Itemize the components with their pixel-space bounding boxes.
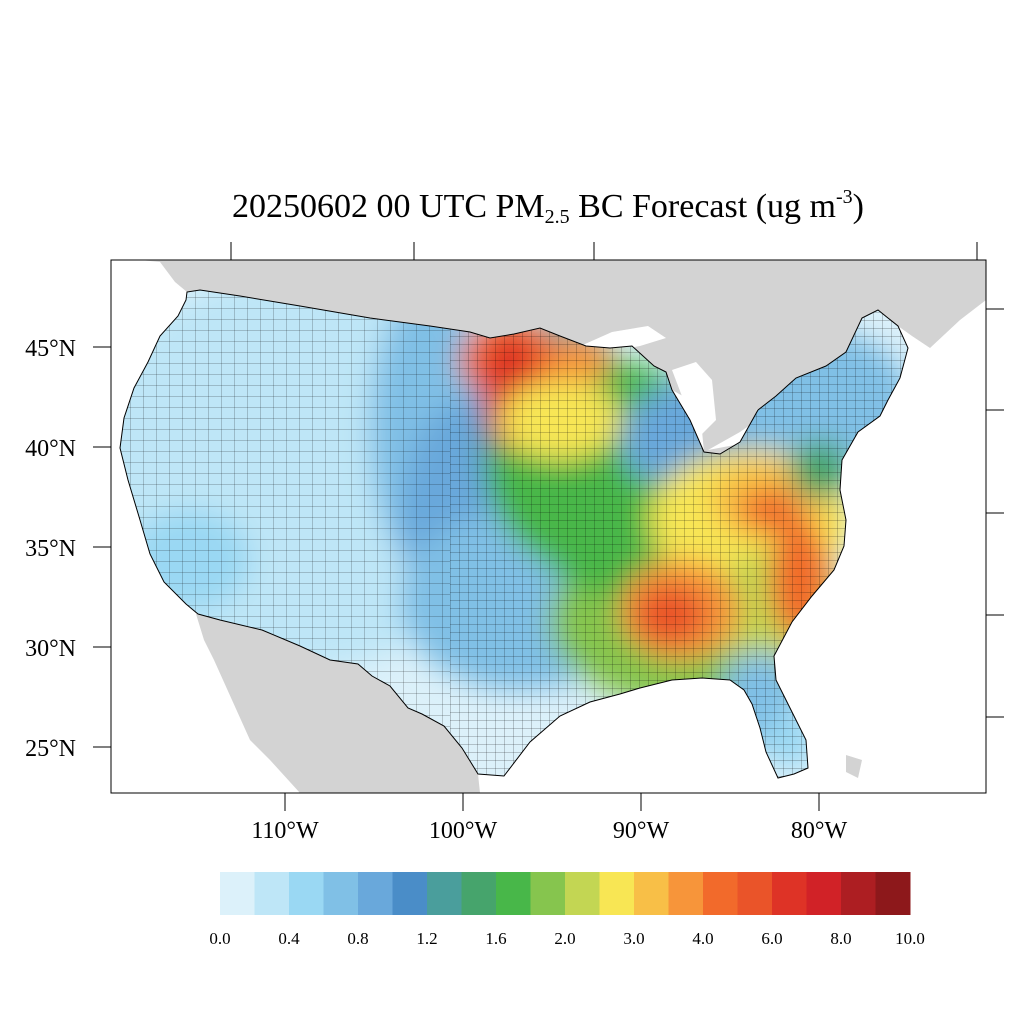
- colorbar-swatch: [599, 872, 635, 915]
- colorbar-swatch: [254, 872, 290, 915]
- colorbar-swatch: [220, 872, 255, 915]
- colorbar-swatch: [358, 872, 393, 915]
- colorbar-swatch: [703, 872, 738, 915]
- colorbar-swatch: [323, 872, 359, 915]
- colorbar: [220, 872, 911, 915]
- colorbar-swatch: [668, 872, 704, 915]
- lon-label: 80°W: [791, 818, 848, 844]
- colorbar-label: 10.0: [895, 929, 925, 948]
- map-ticks: [93, 242, 1004, 811]
- colorbar-label: 2.0: [554, 929, 575, 948]
- us-outline: [119, 289, 909, 779]
- lat-label: 35°N: [25, 536, 76, 562]
- map-frame: [110, 259, 987, 794]
- colorbar-label: 0.4: [278, 929, 300, 948]
- map-title: 20250602 00 UTC PM2.5 BC Forecast (ug m-…: [232, 186, 864, 228]
- colorbar-label: 3.0: [623, 929, 644, 948]
- colorbar-label: 0.8: [347, 929, 368, 948]
- lat-label: 25°N: [25, 736, 76, 762]
- colorbar-swatch: [427, 872, 462, 915]
- colorbar-swatch: [461, 872, 497, 915]
- longitude-labels: 110°W 100°W 90°W 80°W: [251, 818, 847, 844]
- colorbar-swatch: [289, 872, 324, 915]
- colorbar-label: 4.0: [692, 929, 713, 948]
- colorbar-swatch: [772, 872, 807, 915]
- lat-label: 40°N: [25, 436, 76, 462]
- colorbar-swatch: [530, 872, 566, 915]
- latitude-labels: 45°N 40°N 35°N 30°N 25°N: [25, 336, 76, 762]
- colorbar-swatch: [565, 872, 600, 915]
- colorbar-swatch: [875, 872, 911, 915]
- lon-label: 110°W: [251, 818, 319, 844]
- colorbar-label: 6.0: [761, 929, 782, 948]
- lon-label: 90°W: [613, 818, 670, 844]
- lat-label: 45°N: [25, 336, 76, 362]
- colorbar-label: 8.0: [830, 929, 851, 948]
- colorbar-label: 1.2: [416, 929, 437, 948]
- colorbar-swatch: [806, 872, 842, 915]
- colorbar-label: 0.0: [209, 929, 230, 948]
- colorbar-swatch: [737, 872, 773, 915]
- colorbar-label: 1.6: [485, 929, 506, 948]
- colorbar-swatch: [634, 872, 669, 915]
- colorbar-swatch: [841, 872, 876, 915]
- lon-label: 100°W: [429, 818, 498, 844]
- lat-label: 30°N: [25, 636, 76, 662]
- colorbar-swatch: [392, 872, 428, 915]
- colorbar-swatch: [496, 872, 531, 915]
- surrounding-land: [140, 260, 986, 793]
- colorbar-labels: 0.0 0.4 0.8 1.2 1.6 2.0 3.0 4.0 6.0 8.0 10.0: [209, 929, 925, 948]
